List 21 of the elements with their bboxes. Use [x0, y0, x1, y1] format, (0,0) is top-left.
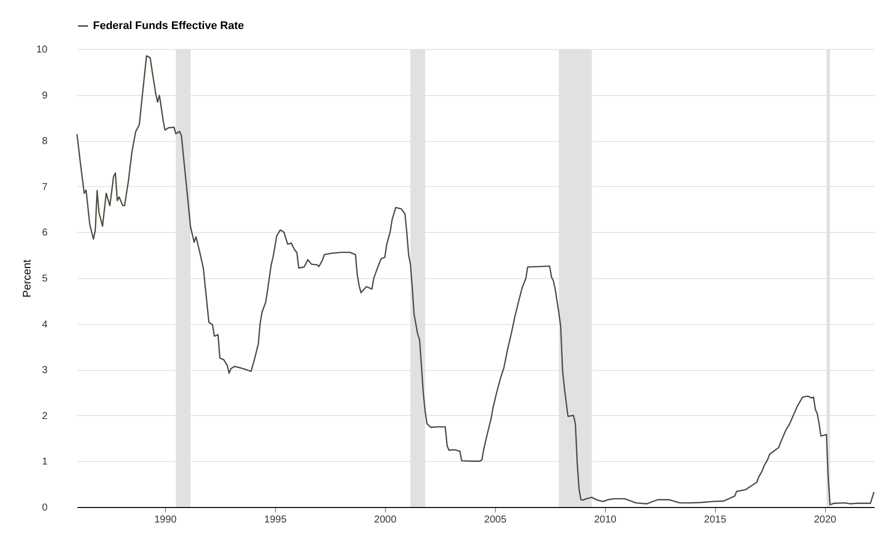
- line-series: [76, 55, 875, 506]
- y-tick-label: 5: [42, 274, 48, 284]
- y-tick-label: 6: [42, 228, 48, 239]
- y-tick-label: 2: [42, 410, 48, 422]
- y-tick-label: 10: [36, 44, 48, 56]
- y-tick-label: 7: [42, 182, 48, 193]
- y-tick-label: 0: [42, 502, 48, 514]
- legend-label: Federal Funds Effective Rate: [93, 20, 244, 32]
- y-tick-label: 8: [42, 136, 48, 148]
- x-tick-label: 2020: [814, 514, 837, 526]
- y-tick-label: 9: [42, 90, 48, 102]
- x-tick-label: 2000: [374, 514, 397, 526]
- x-tick-label: 2015: [704, 514, 727, 526]
- y-tick-label: 4: [42, 319, 48, 330]
- x-tick-label: 2005: [484, 514, 507, 526]
- x-tick-label: 1995: [264, 514, 287, 526]
- y-tick-label: 1: [42, 456, 48, 468]
- x-tick-label: 2010: [594, 514, 617, 526]
- y-axis-title: Percent: [21, 260, 34, 298]
- x-tick-label: 1990: [154, 514, 178, 526]
- y-tick-label: 3: [42, 365, 48, 376]
